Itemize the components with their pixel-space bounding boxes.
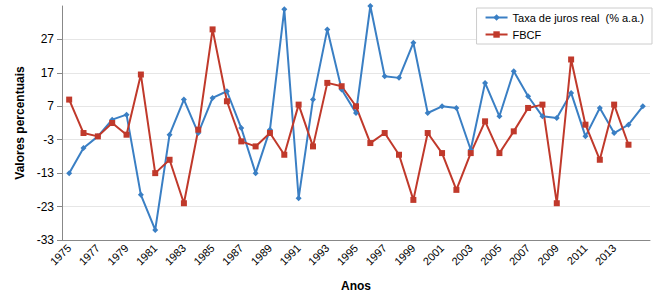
svg-text:-33: -33	[37, 233, 55, 247]
svg-text:1985: 1985	[191, 242, 217, 268]
svg-text:1999: 1999	[392, 242, 418, 268]
svg-text:17: 17	[41, 66, 55, 80]
svg-text:Anos: Anos	[341, 279, 371, 293]
svg-text:27: 27	[41, 32, 55, 46]
svg-text:7: 7	[47, 99, 54, 113]
svg-text:1981: 1981	[134, 242, 160, 268]
svg-text:1991: 1991	[277, 242, 303, 268]
svg-text:2009: 2009	[535, 242, 561, 268]
svg-text:1979: 1979	[105, 242, 131, 268]
svg-text:-3: -3	[43, 133, 54, 147]
svg-text:1993: 1993	[306, 242, 332, 268]
svg-text:1989: 1989	[248, 242, 274, 268]
svg-text:2007: 2007	[507, 242, 533, 268]
svg-text:1995: 1995	[334, 242, 360, 268]
svg-text:FBCF: FBCF	[513, 29, 542, 41]
svg-text:1997: 1997	[363, 242, 389, 268]
svg-text:2011: 2011	[565, 242, 590, 267]
svg-text:1983: 1983	[162, 242, 188, 268]
svg-text:2001: 2001	[421, 242, 447, 268]
svg-text:-23: -23	[37, 200, 55, 214]
svg-text:2013: 2013	[593, 242, 619, 268]
svg-text:1987: 1987	[220, 242, 246, 268]
svg-text:Taxa de juros real (% a.a.): Taxa de juros real (% a.a.)	[513, 12, 644, 24]
svg-text:Valores percentuais: Valores percentuais	[13, 66, 27, 180]
svg-text:1977: 1977	[76, 242, 102, 268]
svg-text:-13: -13	[37, 166, 55, 180]
svg-text:2005: 2005	[478, 242, 504, 268]
svg-text:2003: 2003	[449, 242, 475, 268]
svg-text:1975: 1975	[48, 242, 74, 268]
